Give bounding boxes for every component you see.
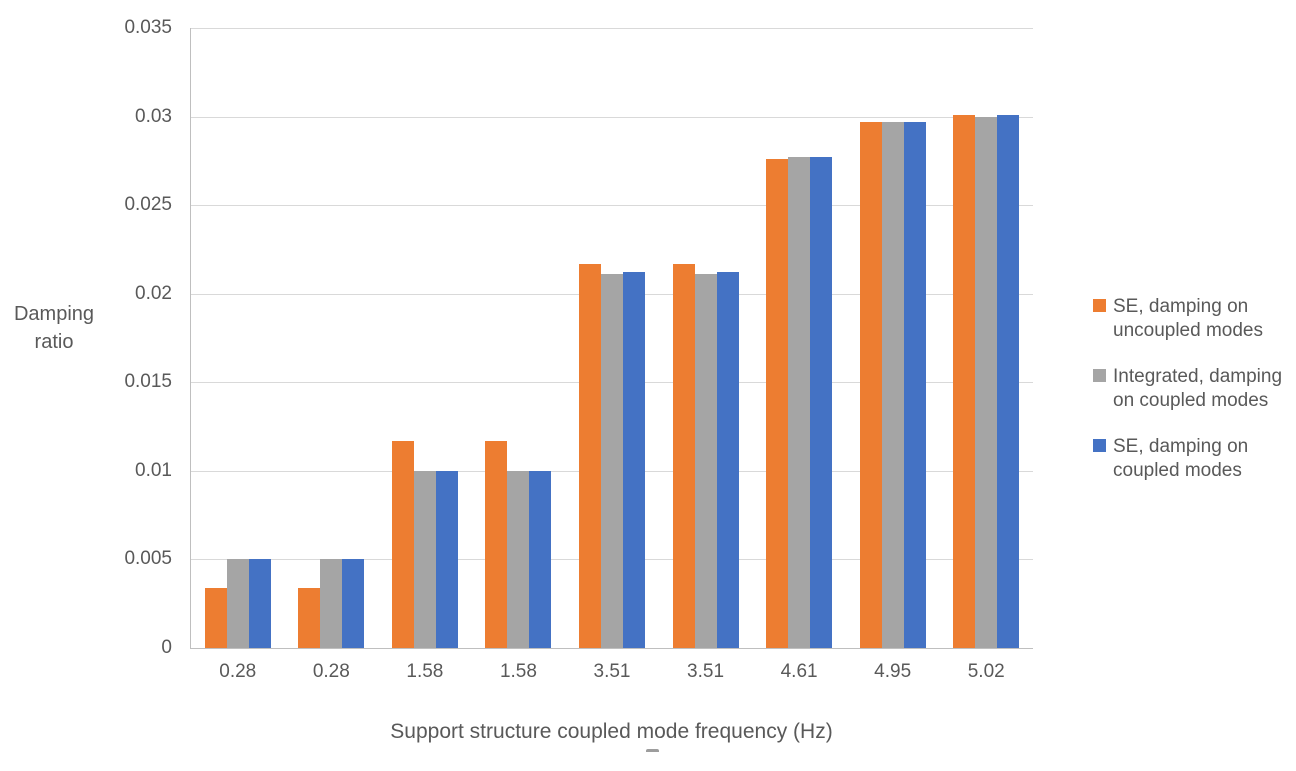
bar-integrated-cat4 (601, 274, 623, 648)
bar-se-cat1 (298, 587, 321, 648)
bar-se-cat6 (766, 159, 789, 648)
y-tick-label: 0.02 (135, 282, 172, 304)
y-tick-label: 0.035 (124, 17, 172, 38)
x-axis-title: Support structure coupled mode frequency… (390, 720, 833, 743)
x-tick-label: 4.61 (780, 661, 818, 682)
legend-label: SE, damping on coupled modes (1113, 436, 1249, 481)
y-tick-label: 0.005 (124, 548, 172, 570)
x-tick-label: 0.28 (312, 661, 350, 682)
bar-integrated-cat1 (320, 559, 343, 648)
bar-se-cat8 (953, 114, 976, 648)
y-axis-title-line1: Damping (13, 303, 95, 325)
bar-se-cat0 (204, 587, 227, 648)
bar-se-cat1 (342, 559, 365, 648)
x-tick-label: 5.02 (967, 661, 1005, 682)
bar-se-cat7 (859, 121, 882, 648)
y-axis-title: Damping ratio (0, 300, 108, 356)
y-tick-label: 0.01 (135, 459, 172, 481)
legend-swatch-icon (1093, 299, 1106, 312)
gridline (191, 28, 1033, 29)
legend-label: Integrated, damping on coupled modes (1113, 366, 1283, 411)
bar-integrated-cat0 (226, 559, 249, 648)
bar-se-cat0 (248, 559, 271, 648)
y-tick-label: 0.025 (124, 194, 172, 216)
bar-integrated-cat2 (413, 470, 436, 648)
cropped-caption-artifact (646, 749, 659, 752)
bar-integrated-cat5 (694, 274, 717, 648)
legend-entry: Integrated, damping on coupled modes (1093, 365, 1293, 413)
y-tick-label: 0.03 (135, 105, 172, 127)
bar-se-cat3 (485, 440, 508, 648)
bar-se-cat7 (903, 121, 926, 648)
legend-entry: SE, damping on coupled modes (1093, 435, 1293, 483)
y-tick-label: 0.015 (124, 371, 172, 393)
x-axis-tick-labels: 0.28 0.28 1.58 1.58 3.51 3.51 4.61 4.95 5.02 (191, 661, 1033, 687)
bar-se-cat8 (997, 114, 1020, 648)
x-tick-label: 1.58 (406, 661, 444, 682)
y-axis-title-line2: ratio (34, 331, 74, 353)
legend: SE, damping on uncoupled modes Integrated… (1093, 295, 1293, 505)
x-tick-label: 4.95 (874, 661, 912, 682)
bar-integrated-cat7 (881, 121, 904, 648)
x-tick-label: 1.58 (499, 661, 537, 682)
legend-entry: SE, damping on uncoupled modes (1093, 295, 1293, 343)
y-tick-label: 0 (161, 637, 172, 658)
bar-integrated-cat6 (788, 157, 811, 648)
bar-integrated-cat8 (975, 116, 998, 648)
bar-se-cat5 (672, 263, 695, 648)
bar-se-cat5 (716, 272, 739, 648)
legend-label: SE, damping on uncoupled modes (1113, 296, 1263, 341)
plot-area (190, 28, 1033, 649)
bar-se-cat4 (579, 263, 601, 648)
bar-se-cat3 (529, 470, 552, 648)
bar-se-cat6 (810, 157, 833, 648)
x-tick-label: 3.51 (593, 661, 631, 682)
bar-se-cat2 (391, 440, 414, 648)
legend-swatch-icon (1093, 369, 1106, 382)
legend-swatch-icon (1093, 439, 1106, 452)
x-tick-label: 0.28 (219, 661, 257, 682)
bar-se-cat2 (435, 470, 458, 648)
bar-se-cat4 (623, 272, 645, 648)
x-tick-label: 3.51 (687, 661, 725, 682)
gridline (191, 205, 1033, 207)
gridline (191, 116, 1033, 118)
bar-integrated-cat3 (507, 470, 530, 648)
